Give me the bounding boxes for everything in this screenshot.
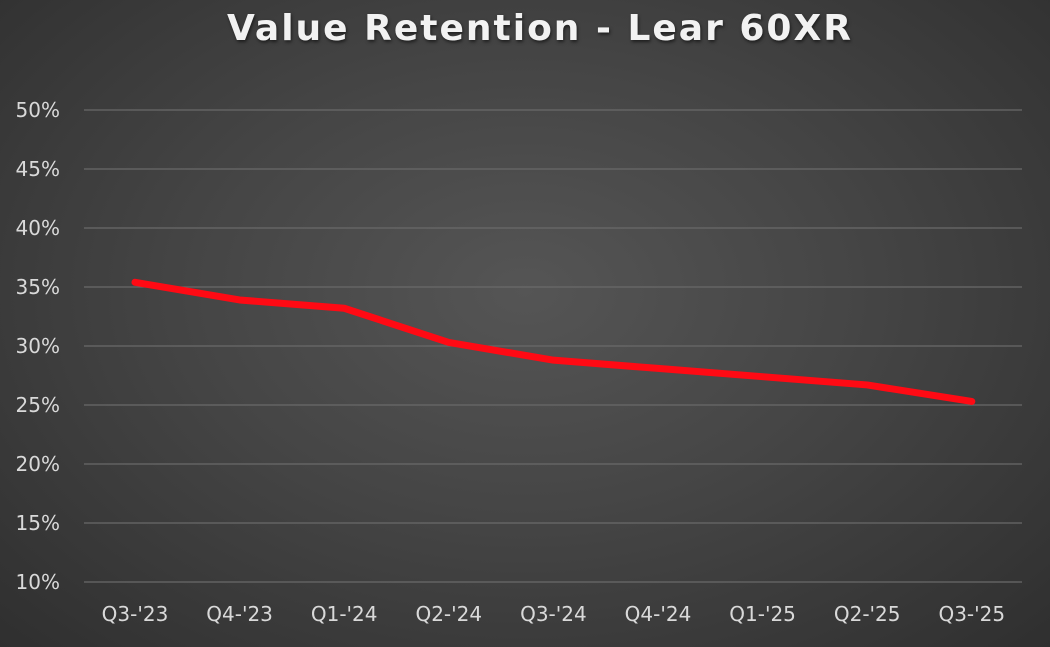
y-tick-label: 50%	[16, 98, 60, 122]
x-tick-label: Q4-'24	[625, 602, 692, 626]
x-tick-label: Q2-'25	[834, 602, 901, 626]
chart-title: Value Retention - Lear 60XR	[227, 8, 853, 49]
gridlines	[84, 109, 1022, 583]
y-tick-label: 35%	[16, 275, 60, 299]
x-tick-label: Q1-'24	[311, 602, 378, 626]
x-axis-tick-labels: Q3-'23 Q4-'23 Q1-'24 Q2-'24 Q3-'24 Q4-'24 Q1-'…	[102, 602, 1005, 626]
y-tick-label: 20%	[16, 452, 60, 476]
y-tick-label: 10%	[16, 570, 60, 594]
y-tick-label: 45%	[16, 157, 60, 181]
series-line	[131, 278, 976, 405]
x-tick-label: Q4-'23	[206, 602, 273, 626]
x-tick-label: Q1-'25	[729, 602, 796, 626]
y-axis-tick-labels: 10% 15% 20% 25% 30% 35% 40% 45% 50%	[16, 98, 60, 594]
y-tick-label: 30%	[16, 334, 60, 358]
x-tick-label: Q3-'23	[102, 602, 169, 626]
y-tick-label: 40%	[16, 216, 60, 240]
x-tick-label: Q3-'25	[938, 602, 1005, 626]
series-lines	[131, 278, 976, 405]
x-tick-label: Q2-'24	[415, 602, 482, 626]
y-tick-label: 15%	[16, 511, 60, 535]
x-tick-label: Q3-'24	[520, 602, 587, 626]
y-tick-label: 25%	[16, 393, 60, 417]
